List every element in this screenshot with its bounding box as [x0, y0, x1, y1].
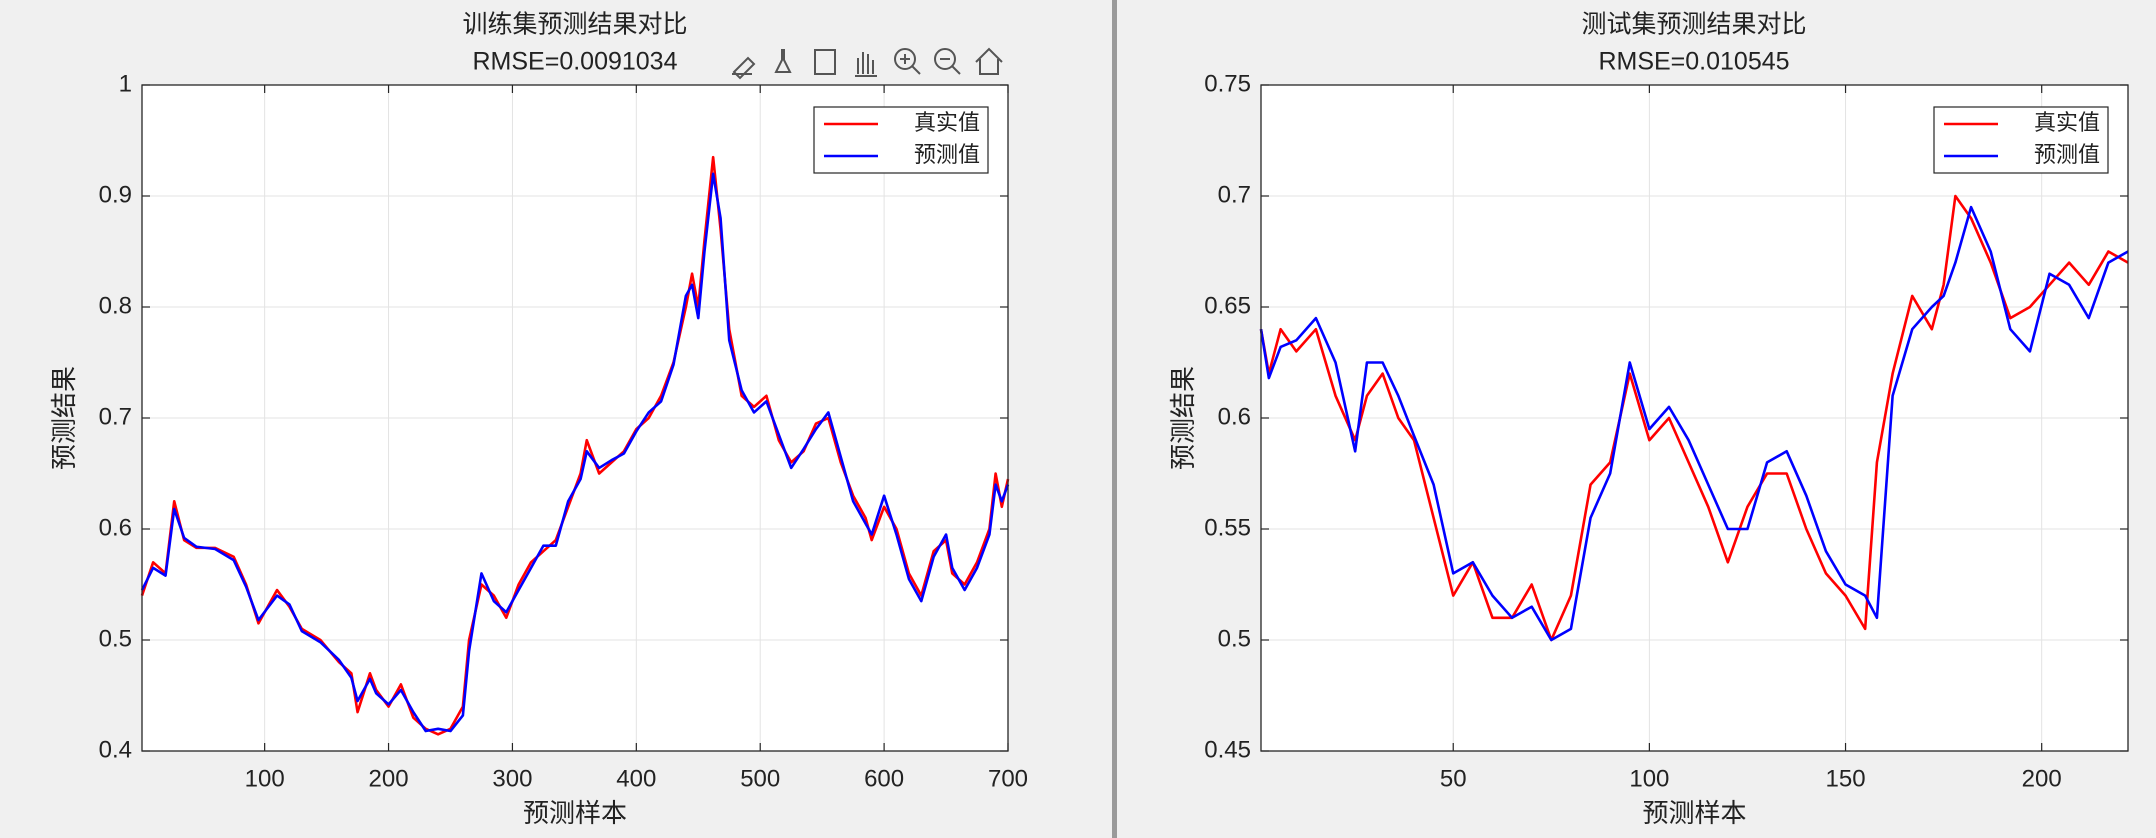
tool-pan[interactable]: [855, 52, 877, 77]
x-axis-label: 预测样本: [1642, 798, 1746, 828]
y-axis-label: 预测结果: [1168, 366, 1198, 470]
series-line: [140, 155, 1010, 736]
y-tick-label: 0.5: [99, 625, 132, 652]
y-tick-label: 0.5: [1218, 625, 1251, 652]
x-tick-label: 200: [369, 765, 409, 792]
x-tick-label: 400: [616, 765, 656, 792]
divider: [1112, 0, 1117, 838]
x-tick-label: 600: [864, 765, 904, 792]
tool-legend[interactable]: [814, 49, 836, 75]
x-tick-label: 50: [1440, 765, 1467, 792]
legend-label: 预测值: [2034, 142, 2100, 167]
legend-box: [813, 106, 989, 174]
x-tick-label: 700: [988, 765, 1028, 792]
chart-title: 测试集预测结果对比: [1581, 11, 1806, 39]
legend-label: 真实值: [2034, 110, 2100, 135]
y-tick-label: 0.7: [1218, 181, 1251, 208]
chart-title: 训练集预测结果对比: [462, 11, 687, 39]
series-line: [140, 172, 1010, 733]
series-line: [1259, 194, 2129, 642]
chart-subtitle: RMSE=0.0091034: [472, 48, 677, 76]
axes-box: [1260, 84, 2129, 752]
tool-zoom-in[interactable]: [894, 48, 921, 75]
x-tick-label: 100: [1629, 765, 1669, 792]
tool-brush[interactable]: [732, 56, 756, 80]
y-tick-label: 0.9: [99, 181, 132, 208]
tool-home[interactable]: [975, 47, 1003, 75]
legend-box: [1933, 106, 2109, 174]
y-tick-label: 0.4: [99, 736, 132, 763]
axes-box: [141, 84, 1009, 752]
legend-label: 预测值: [914, 142, 980, 167]
y-axis-label: 预测结果: [49, 366, 79, 470]
x-tick-label: 300: [492, 765, 532, 792]
toolbar[interactable]: [732, 47, 1003, 80]
y-tick-label: 0.6: [99, 514, 132, 541]
tool-data[interactable]: [774, 49, 792, 73]
y-tick-label: 0.65: [1204, 292, 1251, 319]
x-tick-label: 100: [245, 765, 285, 792]
y-tick-label: 0.45: [1204, 736, 1251, 763]
x-tick-label: 200: [2022, 765, 2062, 792]
x-tick-label: 150: [1826, 765, 1866, 792]
y-tick-label: 0.7: [99, 403, 132, 430]
y-tick-label: 0.55: [1204, 514, 1251, 541]
y-tick-label: 0.8: [99, 292, 132, 319]
legend-label: 真实值: [914, 110, 980, 135]
y-tick-label: 0.75: [1204, 70, 1251, 97]
chart-subtitle: RMSE=0.010545: [1598, 48, 1789, 76]
y-tick-label: 1: [119, 70, 132, 97]
x-tick-label: 500: [740, 765, 780, 792]
tool-zoom-out[interactable]: [934, 48, 961, 75]
y-tick-label: 0.6: [1218, 403, 1251, 430]
x-axis-label: 预测样本: [523, 798, 627, 828]
series-line: [1259, 205, 2129, 642]
